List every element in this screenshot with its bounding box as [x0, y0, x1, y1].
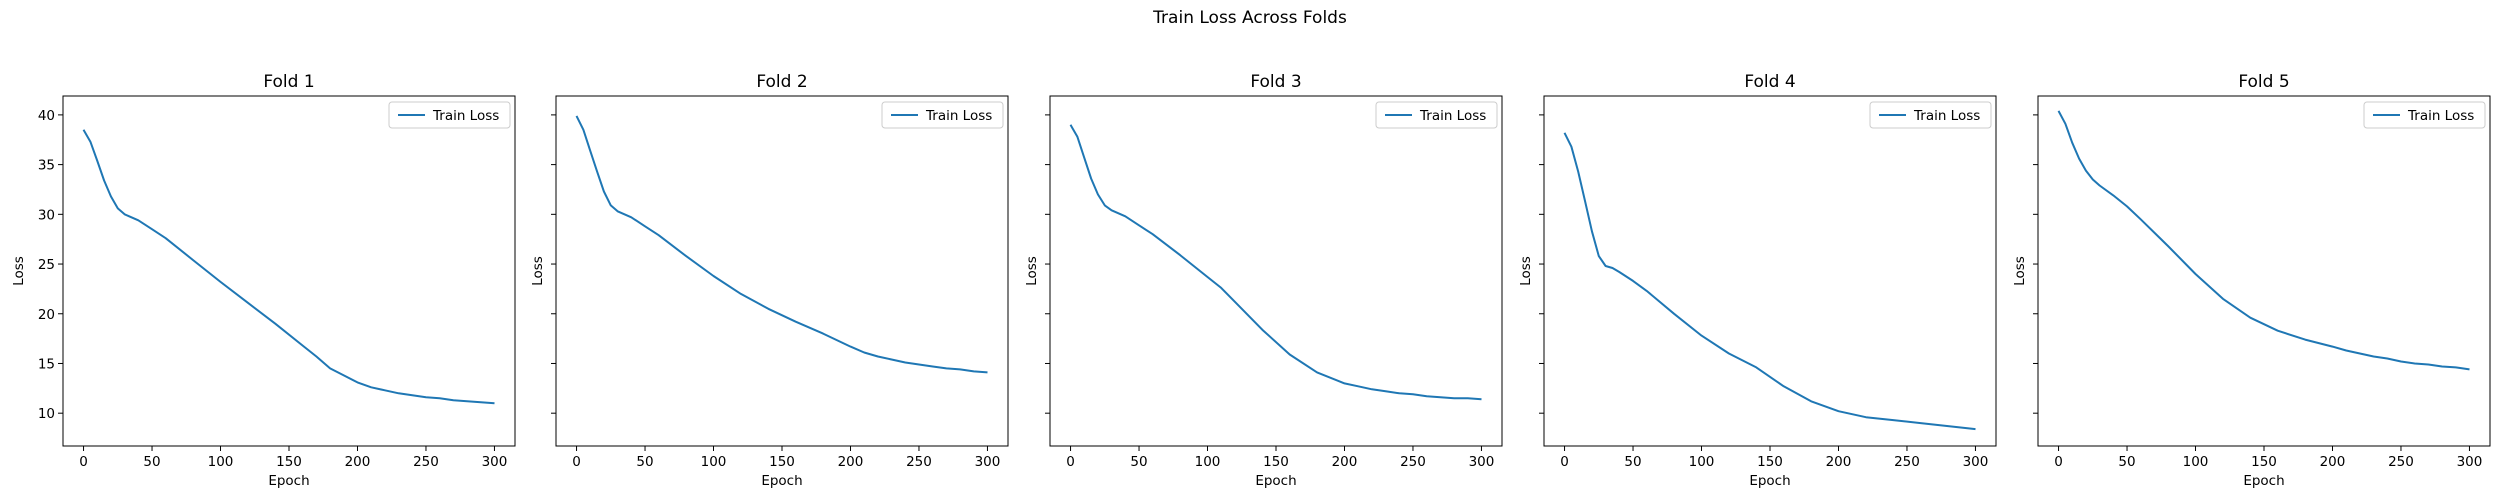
- x-tick-label: 250: [2388, 454, 2414, 470]
- legend-label: Train Loss: [2407, 108, 2474, 124]
- x-axis-label: Epoch: [2243, 473, 2284, 489]
- y-axis-label: Loss: [2012, 256, 2028, 286]
- y-tick-label: 25: [38, 257, 55, 273]
- series-line-1: [1563, 132, 1976, 431]
- y-tick-label: 15: [38, 356, 55, 372]
- legend-label: Train Loss: [432, 108, 499, 124]
- x-tick-label: 50: [143, 454, 160, 470]
- x-tick-label: 300: [482, 454, 508, 470]
- x-tick-label: 300: [1469, 454, 1495, 470]
- panel-title: Fold 1: [263, 72, 314, 92]
- x-tick-label: 250: [1894, 454, 1920, 470]
- series-line-1: [2057, 110, 2470, 371]
- x-tick-label: 50: [2118, 454, 2135, 470]
- panel-title: Fold 3: [1250, 72, 1301, 92]
- series-line-1: [82, 129, 495, 405]
- x-tick-label: 50: [636, 454, 653, 470]
- x-tick-label: 250: [1400, 454, 1426, 470]
- x-tick-label: 300: [2457, 454, 2483, 470]
- legend: Train Loss: [1869, 101, 1992, 129]
- y-tick-label: 20: [38, 307, 55, 323]
- x-tick-label: 150: [1757, 454, 1783, 470]
- legend-label: Train Loss: [925, 108, 992, 124]
- panel-fold-2: Fold 2 0 50 100 150 200 250 300 Epoch Loss Train L…: [530, 72, 1009, 489]
- series-line-1: [1069, 124, 1482, 401]
- y-tick-label: 35: [38, 158, 55, 174]
- series-line-1: [575, 115, 988, 374]
- legend-box: [1869, 101, 1992, 129]
- x-tick-label: 50: [1624, 454, 1641, 470]
- legend: Train Loss: [388, 101, 511, 129]
- y-tick-label: 30: [38, 207, 55, 223]
- y-axis-label: Loss: [1024, 256, 1040, 286]
- panel-title: Fold 2: [756, 72, 807, 92]
- legend-box: [881, 101, 1004, 129]
- legend: Train Loss: [2363, 101, 2486, 129]
- panel-title: Fold 4: [1744, 72, 1795, 92]
- y-tick-label: 10: [38, 406, 55, 422]
- panel-fold-5: Fold 5 0 50 100 150 200 250 300 Epoch Loss Train L…: [2012, 72, 2491, 489]
- x-axis-label: Epoch: [1255, 473, 1296, 489]
- x-tick-label: 0: [1066, 454, 1075, 470]
- x-tick-label: 0: [572, 454, 581, 470]
- legend-label: Train Loss: [1419, 108, 1486, 124]
- x-tick-label: 200: [838, 454, 864, 470]
- x-axis-label: Epoch: [268, 473, 309, 489]
- x-tick-label: 300: [975, 454, 1001, 470]
- legend-label: Train Loss: [1913, 108, 1980, 124]
- legend-box: [1375, 101, 1498, 129]
- figure-title: Train Loss Across Folds: [1152, 8, 1347, 28]
- x-tick-label: 200: [1826, 454, 1852, 470]
- x-tick-label: 250: [906, 454, 932, 470]
- y-tick-label: 40: [38, 108, 55, 124]
- panel-fold-1: Fold 1 0 50 100 150 200 250 300 10 15 20 25 30 35 40 Ep…: [11, 72, 516, 489]
- panel-fold-4: Fold 4 0 50 100 150 200 250 300 Epoch Loss Train L…: [1518, 72, 1997, 489]
- x-tick-label: 100: [701, 454, 727, 470]
- x-tick-label: 300: [1963, 454, 1989, 470]
- x-tick-label: 100: [1195, 454, 1221, 470]
- x-tick-label: 150: [2251, 454, 2277, 470]
- legend: Train Loss: [881, 101, 1004, 129]
- x-tick-label: 100: [208, 454, 234, 470]
- legend: Train Loss: [1375, 101, 1498, 129]
- x-tick-label: 150: [276, 454, 302, 470]
- x-tick-label: 0: [2054, 454, 2063, 470]
- x-tick-label: 200: [2320, 454, 2346, 470]
- x-tick-label: 0: [1560, 454, 1569, 470]
- y-axis-label: Loss: [1518, 256, 1534, 286]
- x-tick-label: 100: [1689, 454, 1715, 470]
- x-tick-label: 200: [345, 454, 371, 470]
- x-tick-label: 250: [413, 454, 439, 470]
- panel-fold-3: Fold 3 0 50 100 150 200 250 300 Epoch Loss Train L…: [1024, 72, 1503, 489]
- x-tick-label: 100: [2183, 454, 2209, 470]
- y-axis-label: Loss: [11, 256, 27, 286]
- legend-box: [388, 101, 511, 129]
- x-tick-label: 50: [1130, 454, 1147, 470]
- y-axis-label: Loss: [530, 256, 546, 286]
- x-tick-label: 200: [1332, 454, 1358, 470]
- legend-box: [2363, 101, 2486, 129]
- x-tick-label: 0: [79, 454, 88, 470]
- x-tick-label: 150: [769, 454, 795, 470]
- x-tick-label: 150: [1263, 454, 1289, 470]
- x-axis-label: Epoch: [761, 473, 802, 489]
- x-axis-label: Epoch: [1749, 473, 1790, 489]
- panels: Fold 1 0 50 100 150 200 250 300 10 15 20 25 30 35 40 Ep…: [11, 72, 2491, 489]
- panel-title: Fold 5: [2238, 72, 2289, 92]
